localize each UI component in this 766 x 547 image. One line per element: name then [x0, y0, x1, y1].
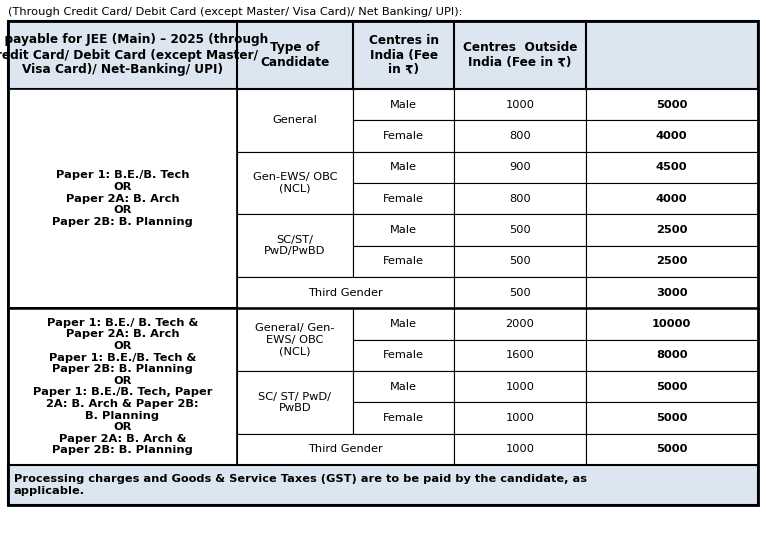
Bar	[585, 434, 758, 465]
Bar	[8, 309, 237, 465]
Text: Male: Male	[390, 162, 417, 172]
Text: Paper 1: B.E./ B. Tech &
Paper 2A: B. Arch
OR
Paper 1: B.E./B. Tech &
Paper 2B: : Paper 1: B.E./ B. Tech & Paper 2A: B. Ar…	[33, 318, 212, 456]
Text: 1600: 1600	[506, 350, 535, 360]
Bar	[237, 277, 454, 309]
Bar	[454, 403, 585, 434]
Bar	[585, 371, 758, 403]
Text: 10000: 10000	[652, 319, 692, 329]
Text: 800: 800	[509, 131, 531, 141]
Text: 5000: 5000	[656, 444, 688, 455]
Bar	[8, 21, 758, 505]
Bar	[454, 246, 585, 277]
Text: 2500: 2500	[656, 225, 688, 235]
Bar	[237, 89, 353, 152]
Text: Female: Female	[383, 257, 424, 266]
Bar	[454, 340, 585, 371]
Bar	[454, 371, 585, 403]
Text: Centres in
India (Fee
in ₹): Centres in India (Fee in ₹)	[368, 33, 439, 77]
Text: 5000: 5000	[656, 382, 688, 392]
Text: SC/ ST/ PwD/
PwBD: SC/ ST/ PwD/ PwBD	[258, 392, 332, 413]
Bar	[454, 152, 585, 183]
Bar	[585, 403, 758, 434]
Bar	[353, 403, 454, 434]
Text: Type of
Candidate: Type of Candidate	[260, 41, 329, 69]
Text: Male: Male	[390, 382, 417, 392]
Bar	[237, 309, 353, 371]
Text: Female: Female	[383, 194, 424, 203]
Bar	[454, 277, 585, 309]
Text: 1000: 1000	[506, 100, 535, 109]
Text: Third Gender: Third Gender	[308, 444, 383, 455]
Text: 5000: 5000	[656, 100, 688, 109]
Bar	[237, 434, 454, 465]
Bar	[585, 246, 758, 277]
Bar	[353, 371, 454, 403]
Text: (Through Credit Card/ Debit Card (except Master/ Visa Card)/ Net Banking/ UPI):: (Through Credit Card/ Debit Card (except…	[8, 7, 463, 17]
Bar	[353, 120, 454, 152]
Bar	[353, 309, 454, 340]
Bar	[585, 214, 758, 246]
Text: 500: 500	[509, 225, 531, 235]
Text: Female: Female	[383, 413, 424, 423]
Text: 2500: 2500	[656, 257, 688, 266]
Bar	[585, 152, 758, 183]
Bar	[585, 340, 758, 371]
Bar	[237, 371, 353, 434]
Text: Paper 1: B.E./B. Tech
OR
Paper 2A: B. Arch
OR
Paper 2B: B. Planning: Paper 1: B.E./B. Tech OR Paper 2A: B. Ar…	[52, 171, 193, 227]
Bar	[353, 152, 454, 183]
Bar	[237, 214, 353, 277]
Text: 4000: 4000	[656, 194, 688, 203]
Text: 8000: 8000	[656, 350, 688, 360]
Text: Male: Male	[390, 225, 417, 235]
Text: 2000: 2000	[506, 319, 535, 329]
Text: 4000: 4000	[656, 131, 688, 141]
Bar	[353, 89, 454, 120]
Bar	[454, 183, 585, 214]
Bar	[585, 277, 758, 309]
Text: Male: Male	[390, 319, 417, 329]
Bar	[454, 120, 585, 152]
Bar	[353, 214, 454, 246]
Text: Gen-EWS/ OBC
(NCL): Gen-EWS/ OBC (NCL)	[253, 172, 337, 194]
Text: 1000: 1000	[506, 444, 535, 455]
Bar	[585, 309, 758, 340]
Text: Female: Female	[383, 131, 424, 141]
Bar	[353, 246, 454, 277]
Text: 900: 900	[509, 162, 531, 172]
Text: 5000: 5000	[656, 413, 688, 423]
Text: General: General	[273, 115, 317, 125]
Bar	[585, 120, 758, 152]
Text: 1000: 1000	[506, 413, 535, 423]
Text: 500: 500	[509, 288, 531, 298]
Text: 4500: 4500	[656, 162, 688, 172]
Text: Processing charges and Goods & Service Taxes (GST) are to be paid by the candida: Processing charges and Goods & Service T…	[14, 474, 587, 496]
Bar	[585, 89, 758, 120]
Text: General/ Gen-
EWS/ OBC
(NCL): General/ Gen- EWS/ OBC (NCL)	[255, 323, 335, 356]
Text: 1000: 1000	[506, 382, 535, 392]
Bar	[353, 183, 454, 214]
Bar	[8, 89, 237, 309]
Text: Fee payable for JEE (Main) – 2025 (through
Credit Card/ Debit Card (except Maste: Fee payable for JEE (Main) – 2025 (throu…	[0, 33, 269, 77]
Text: 800: 800	[509, 194, 531, 203]
Text: Male: Male	[390, 100, 417, 109]
Bar	[454, 434, 585, 465]
Bar	[454, 89, 585, 120]
Bar	[454, 309, 585, 340]
Text: 3000: 3000	[656, 288, 688, 298]
Bar	[8, 21, 758, 89]
Bar	[237, 152, 353, 214]
Text: Centres  Outside
India (Fee in ₹): Centres Outside India (Fee in ₹)	[463, 41, 577, 69]
Bar	[585, 183, 758, 214]
Text: Female: Female	[383, 350, 424, 360]
Bar	[353, 340, 454, 371]
Text: SC/ST/
PwD/PwBD: SC/ST/ PwD/PwBD	[264, 235, 326, 257]
Text: Third Gender: Third Gender	[308, 288, 383, 298]
Bar	[454, 214, 585, 246]
Bar	[8, 465, 758, 505]
Text: 500: 500	[509, 257, 531, 266]
